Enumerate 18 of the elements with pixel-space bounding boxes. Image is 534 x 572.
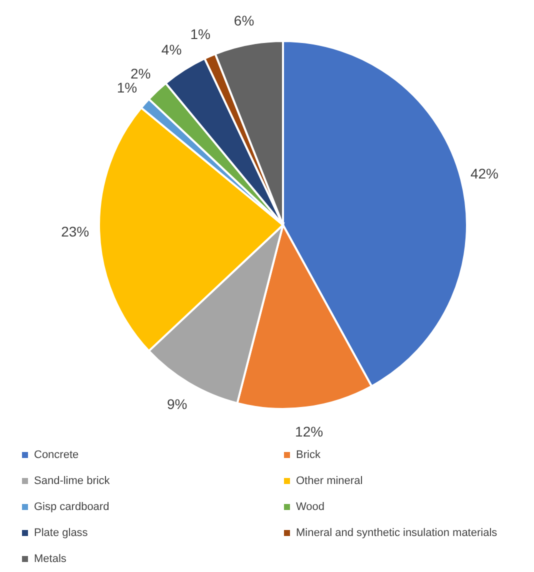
- data-label: 4%: [161, 41, 182, 58]
- data-label: 1%: [116, 79, 138, 96]
- legend-label: Brick: [296, 448, 320, 460]
- legend-label: Concrete: [34, 448, 79, 460]
- legend-label: Wood: [296, 500, 325, 512]
- data-label: 1%: [190, 26, 211, 42]
- legend-label: Metals: [34, 552, 66, 564]
- legend-label: Plate glass: [34, 526, 88, 538]
- data-label: 2%: [130, 65, 151, 82]
- data-label: 12%: [295, 423, 324, 440]
- legend-label: Other mineral: [296, 474, 363, 486]
- data-label: 6%: [234, 12, 254, 29]
- legend-label: Mineral and synthetic insulation materials: [296, 526, 498, 538]
- data-label: 9%: [167, 396, 188, 412]
- legend-label: Sand-lime brick: [34, 474, 110, 486]
- data-label: 42%: [470, 165, 498, 182]
- data-label: 23%: [61, 224, 90, 240]
- legend-label: Gisp cardboard: [34, 500, 110, 512]
